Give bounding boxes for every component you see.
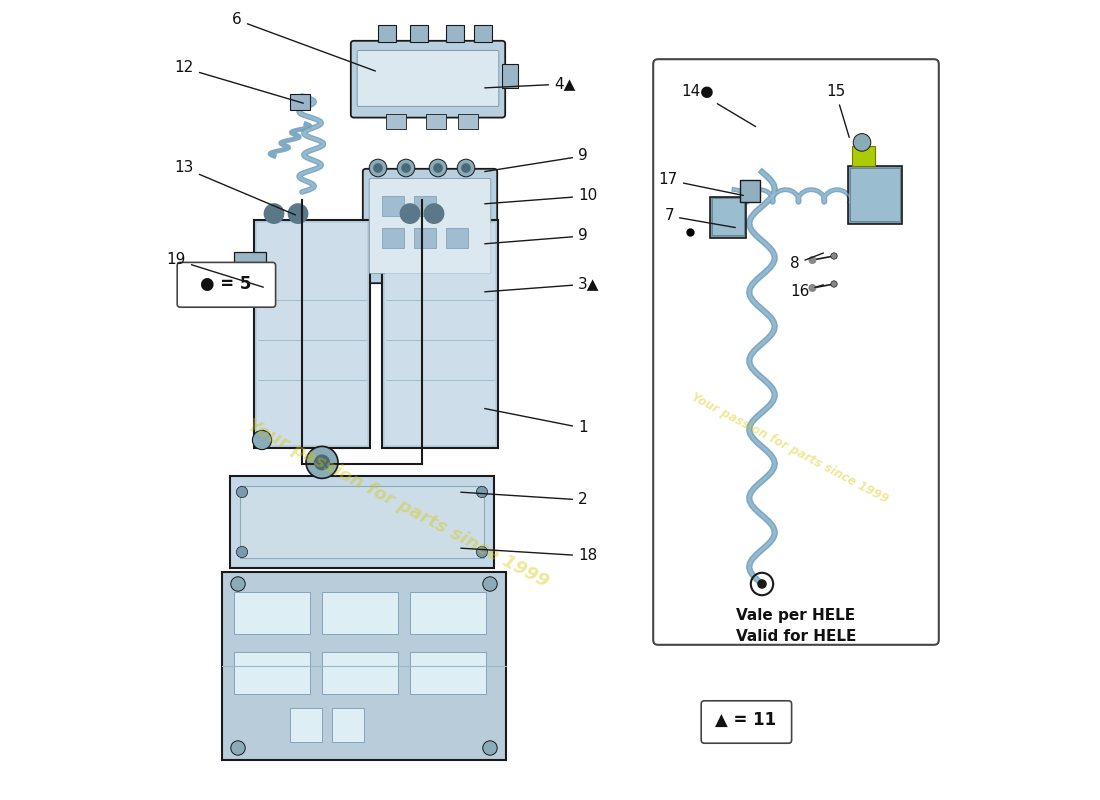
Circle shape bbox=[399, 203, 420, 224]
Bar bbox=[234, 592, 310, 634]
Circle shape bbox=[252, 430, 272, 450]
Bar bbox=[332, 708, 364, 742]
Text: 13: 13 bbox=[175, 161, 296, 215]
Text: 10: 10 bbox=[485, 189, 597, 204]
Bar bbox=[240, 486, 484, 558]
Circle shape bbox=[483, 741, 497, 755]
Circle shape bbox=[458, 159, 475, 177]
Bar bbox=[382, 228, 405, 248]
Circle shape bbox=[483, 577, 497, 591]
Bar bbox=[382, 220, 498, 448]
Circle shape bbox=[424, 203, 444, 224]
FancyBboxPatch shape bbox=[653, 59, 938, 645]
Text: ● = 5: ● = 5 bbox=[200, 275, 252, 293]
Bar bbox=[322, 652, 398, 694]
Bar bbox=[382, 196, 405, 216]
Bar bbox=[710, 197, 746, 238]
Circle shape bbox=[231, 577, 245, 591]
Bar bbox=[234, 252, 266, 300]
Circle shape bbox=[373, 163, 383, 173]
Bar bbox=[414, 196, 437, 216]
Bar bbox=[230, 476, 494, 568]
Bar bbox=[410, 592, 486, 634]
Circle shape bbox=[757, 579, 767, 589]
FancyBboxPatch shape bbox=[701, 701, 792, 743]
Bar bbox=[410, 652, 486, 694]
Text: 9: 9 bbox=[485, 149, 587, 171]
Bar bbox=[446, 228, 469, 248]
Circle shape bbox=[231, 741, 245, 755]
Bar bbox=[378, 25, 396, 42]
Text: 4▲: 4▲ bbox=[485, 77, 575, 91]
Circle shape bbox=[433, 163, 443, 173]
Bar bbox=[290, 94, 310, 110]
Bar bbox=[458, 114, 478, 129]
Bar bbox=[848, 166, 902, 224]
Text: 1: 1 bbox=[485, 409, 587, 435]
Circle shape bbox=[476, 546, 487, 558]
Text: 19: 19 bbox=[166, 253, 263, 287]
Bar bbox=[502, 64, 518, 88]
Bar bbox=[474, 25, 492, 42]
Text: 12: 12 bbox=[175, 61, 304, 103]
Text: 2: 2 bbox=[461, 492, 587, 507]
Bar bbox=[426, 114, 446, 129]
Circle shape bbox=[808, 256, 816, 264]
Circle shape bbox=[236, 546, 248, 558]
Text: Vale per HELE
Valid for HELE: Vale per HELE Valid for HELE bbox=[736, 608, 856, 644]
Bar bbox=[712, 198, 744, 235]
Bar bbox=[410, 25, 428, 42]
Bar bbox=[385, 223, 495, 445]
Circle shape bbox=[306, 446, 338, 478]
Text: 17: 17 bbox=[659, 173, 744, 195]
Circle shape bbox=[830, 253, 837, 259]
Circle shape bbox=[236, 486, 248, 498]
Circle shape bbox=[476, 486, 487, 498]
Circle shape bbox=[397, 159, 415, 177]
Bar bbox=[414, 228, 437, 248]
Text: Your passion for parts since 1999: Your passion for parts since 1999 bbox=[690, 390, 891, 506]
Text: 9: 9 bbox=[485, 229, 587, 244]
Text: 8: 8 bbox=[790, 253, 824, 271]
Text: Your passion for parts since 1999: Your passion for parts since 1999 bbox=[244, 417, 552, 591]
Bar bbox=[257, 223, 366, 445]
Bar bbox=[322, 592, 398, 634]
Circle shape bbox=[461, 163, 471, 173]
Text: 3▲: 3▲ bbox=[485, 277, 600, 292]
Text: 7: 7 bbox=[664, 209, 735, 227]
Circle shape bbox=[402, 163, 410, 173]
Bar bbox=[222, 572, 506, 760]
FancyBboxPatch shape bbox=[351, 41, 505, 118]
FancyBboxPatch shape bbox=[370, 178, 491, 274]
Text: 16: 16 bbox=[790, 285, 823, 299]
Text: 15: 15 bbox=[826, 85, 849, 138]
Bar bbox=[852, 146, 874, 166]
Circle shape bbox=[314, 454, 330, 470]
Bar bbox=[446, 25, 463, 42]
Circle shape bbox=[429, 159, 447, 177]
Circle shape bbox=[830, 281, 837, 287]
Circle shape bbox=[854, 134, 871, 151]
Circle shape bbox=[808, 284, 816, 292]
Text: 6: 6 bbox=[232, 13, 375, 71]
Bar bbox=[386, 114, 406, 129]
Circle shape bbox=[264, 203, 285, 224]
Bar bbox=[290, 708, 322, 742]
FancyBboxPatch shape bbox=[363, 169, 497, 283]
Circle shape bbox=[370, 159, 387, 177]
Text: ▲ = 11: ▲ = 11 bbox=[715, 711, 777, 729]
Text: 18: 18 bbox=[461, 548, 597, 563]
Text: 14●: 14● bbox=[682, 85, 756, 126]
Circle shape bbox=[287, 203, 308, 224]
FancyBboxPatch shape bbox=[358, 50, 498, 106]
Bar bbox=[254, 220, 370, 448]
Bar bbox=[234, 652, 310, 694]
FancyBboxPatch shape bbox=[177, 262, 276, 307]
Bar bbox=[740, 180, 760, 202]
Bar bbox=[850, 168, 900, 221]
